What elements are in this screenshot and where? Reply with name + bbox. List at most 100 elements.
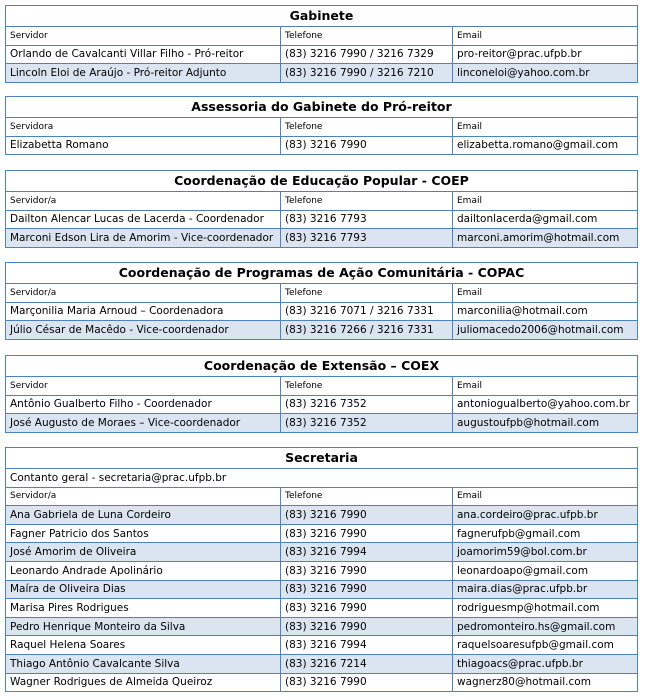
table-row: Ana Gabriela de Luna Cordeiro (83) 3216 7… (6, 505, 637, 524)
table-row: Orlando de Cavalcanti Villar Filho - Pró… (6, 44, 637, 64)
name-cell: Wagner Rodrigues de Almeida Queiroz (10, 676, 213, 689)
name-cell: Leonardo Andrade Apolinário (10, 564, 163, 577)
column-header: Telefone (280, 118, 452, 136)
phone-cell: (83) 3216 7994 (280, 636, 452, 654)
name-cell: José Augusto de Moraes – Vice-coordenado… (10, 416, 241, 429)
section-title: Gabinete (289, 8, 354, 23)
header-row: Servidora Telefone Email (6, 117, 637, 136)
table-row: Pedro Henrique Monteiro da Silva (83) 321… (6, 616, 637, 636)
name-cell: Marisa Pires Rodrigues (10, 601, 129, 614)
phone-cell: (83) 3216 7990 (280, 136, 452, 155)
header-row: Servidor Telefone Email (6, 376, 637, 395)
email-cell: wagnerz80@hotmail.com (452, 673, 637, 692)
note: Contanto geral - secretaria@prac.ufpb.br (10, 471, 227, 484)
email-cell: raquelsoaresufpb@gmail.com (452, 636, 637, 654)
phone-cell: (83) 3216 7071 / 3216 7331 (280, 302, 452, 321)
column-header: Email (452, 192, 637, 210)
section-title: Coordenação de Programas de Ação Comunit… (118, 265, 525, 280)
name-cell: Dailton Alencar Lucas de Lacerda - Coord… (10, 213, 264, 226)
section-table: Assessoria do Gabinete do Pró-reitor Serv… (5, 96, 638, 156)
email-cell: pro-reitor@prac.ufpb.br (452, 45, 637, 64)
table-row: Raquel Helena Soares (83) 3216 7994 raquel… (6, 635, 637, 654)
name-cell: Júlio César de Macêdo - Vice-coordenador (10, 323, 229, 336)
email-cell: maira.dias@prac.ufpb.br (452, 580, 637, 599)
email-cell: elizabetta.romano@gmail.com (452, 136, 637, 155)
email-cell: antoniogualberto@yahoo.com.br (452, 395, 637, 414)
name-cell: Ana Gabriela de Luna Cordeiro (10, 508, 171, 521)
email-cell: juliomacedo2006@hotmail.com (452, 321, 637, 339)
table-row: Marconi Edson Lira de Amorim - Vice-coor… (6, 228, 637, 247)
table-row: Wagner Rodrigues de Almeida Queiroz (83) … (6, 672, 637, 692)
phone-cell: (83) 3216 7990 (280, 580, 452, 599)
name-cell: Marçonilia Maria Arnoud – Coordenadora (10, 305, 224, 318)
table-row: Elizabetta Romano (83) 3216 7990 elizabett… (6, 135, 637, 155)
name-cell: José Amorim de Oliveira (10, 546, 137, 559)
table-row: Thiago Antônio Cavalcante Silva (83) 3216… (6, 653, 637, 673)
header-row: Servidor/a Telefone Email (6, 283, 637, 302)
column-header: Email (452, 487, 637, 506)
section-table: Coordenação de Educação Popular - COEP Se… (5, 170, 638, 248)
header-row: Servidor Telefone Email (6, 26, 637, 45)
email-cell: linconeloi@yahoo.com.br (452, 64, 637, 82)
phone-cell: (83) 3216 7990 (280, 617, 452, 636)
column-header: Telefone (280, 377, 452, 395)
column-header: Servidora (10, 121, 54, 132)
phone-cell: (83) 3216 7990 (280, 673, 452, 692)
name-cell: Marconi Edson Lira de Amorim - Vice-coor… (10, 231, 274, 244)
table-row: Leonardo Andrade Apolinário (83) 3216 799… (6, 560, 637, 580)
email-cell: marconi.amorim@hotmail.com (452, 229, 637, 247)
section-table: Coordenação de Programas de Ação Comunit… (5, 262, 638, 340)
section-title: Assessoria do Gabinete do Pró-reitor (191, 99, 452, 114)
column-header: Telefone (280, 27, 452, 45)
header-row: Servidor/a Telefone Email (6, 191, 637, 210)
email-cell: pedromonteiro.hs@gmail.com (452, 617, 637, 636)
table-row: Marisa Pires Rodrigues (83) 3216 7990 rodr… (6, 598, 637, 617)
column-header: Email (452, 27, 637, 45)
section-table: Secretaria Contanto geral - secretaria@pr… (5, 447, 638, 693)
phone-cell: (83) 3216 7352 (280, 395, 452, 414)
phone-cell: (83) 3216 7990 / 3216 7210 (280, 64, 452, 82)
email-cell: leonardoapo@gmail.com (452, 561, 637, 580)
phone-cell: (83) 3216 7990 (280, 599, 452, 617)
section-title: Coordenação de Educação Popular - COEP (174, 173, 469, 188)
table-row: Antônio Gualberto Filho - Coordenador (83… (6, 394, 637, 414)
column-header: Email (452, 284, 637, 302)
phone-cell: (83) 3216 7352 (280, 414, 452, 432)
name-cell: Maíra de Oliveira Dias (10, 583, 126, 596)
email-cell: thiagoacs@prac.ufpb.br (452, 654, 637, 673)
name-cell: Antônio Gualberto Filho - Coordenador (10, 398, 212, 411)
email-cell: joamorim59@bol.com.br (452, 543, 637, 561)
section-table: Gabinete Servidor Telefone Email Orlando de … (5, 5, 638, 83)
column-header: Telefone (280, 284, 452, 302)
name-cell: Lincoln Eloi de Araújo - Pró-reitor Adju… (10, 66, 227, 79)
note-row: Contanto geral - secretaria@prac.ufpb.br (6, 468, 637, 487)
name-cell: Pedro Henrique Monteiro da Silva (10, 620, 186, 633)
section-table: Coordenação de Extensão – COEX Servidor Te… (5, 355, 638, 433)
column-header: Telefone (280, 487, 452, 506)
email-cell: dailtonlacerda@gmail.com (452, 210, 637, 229)
name-cell: Orlando de Cavalcanti Villar Filho - Pró… (10, 48, 244, 61)
phone-cell: (83) 3216 7990 (280, 524, 452, 543)
column-header: Servidor/a (10, 195, 57, 206)
table-row: Maíra de Oliveira Dias (83) 3216 7990 mair… (6, 579, 637, 599)
name-cell: Raquel Helena Soares (10, 639, 126, 652)
phone-cell: (83) 3216 7990 (280, 561, 452, 580)
phone-cell: (83) 3216 7793 (280, 229, 452, 247)
table-row: José Amorim de Oliveira (83) 3216 7994 joa… (6, 542, 637, 561)
email-cell: fagnerufpb@gmail.com (452, 524, 637, 543)
name-cell: Fagner Patricio dos Santos (10, 527, 149, 540)
email-cell: augustoufpb@hotmail.com (452, 414, 637, 432)
phone-cell: (83) 3216 7214 (280, 654, 452, 673)
name-cell: Thiago Antônio Cavalcante Silva (10, 657, 180, 670)
column-header: Servidor (10, 380, 48, 391)
column-header: Servidor (10, 30, 48, 41)
table-row: Fagner Patricio dos Santos (83) 3216 7990… (6, 523, 637, 543)
table-row: Júlio César de Macêdo - Vice-coordenador… (6, 320, 637, 339)
column-header: Servidor/a (10, 287, 57, 298)
table-row: Lincoln Eloi de Araújo - Pró-reitor Adju… (6, 63, 637, 82)
table-row: José Augusto de Moraes – Vice-coordenado… (6, 413, 637, 432)
phone-cell: (83) 3216 7266 / 3216 7331 (280, 321, 452, 339)
column-header: Telefone (280, 192, 452, 210)
phone-cell: (83) 3216 7990 (280, 506, 452, 524)
